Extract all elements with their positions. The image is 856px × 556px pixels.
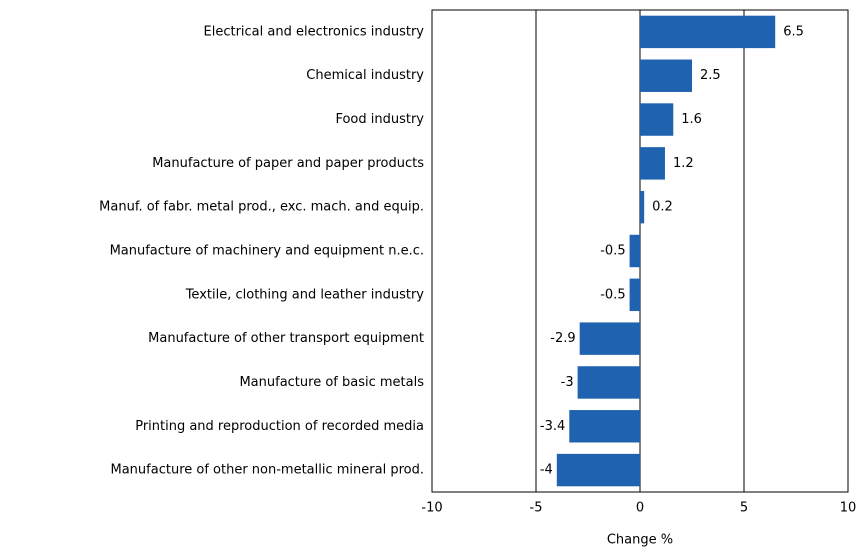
- value-label: -3.4: [540, 419, 565, 434]
- bar: [640, 147, 665, 180]
- value-label: -0.5: [600, 287, 625, 302]
- bar: [629, 278, 640, 312]
- value-label: 0.2: [652, 200, 673, 215]
- y-tick-label: Manufacture of other transport equipment: [148, 331, 424, 346]
- x-tick-label: 0: [636, 501, 644, 516]
- x-tick-label: 5: [740, 501, 748, 516]
- bar: [640, 15, 776, 49]
- x-tick-label: -10: [421, 501, 442, 516]
- y-tick-label: Manufacture of machinery and equipment n…: [110, 244, 424, 259]
- bar: [640, 103, 674, 136]
- y-tick-label: Printing and reproduction of recorded me…: [135, 419, 424, 434]
- y-tick-label: Manufacture of other non-metallic minera…: [111, 463, 425, 478]
- value-label: -3: [561, 375, 574, 390]
- bar: [629, 234, 640, 268]
- y-tick-label: Manufacture of basic metals: [239, 375, 424, 390]
- y-tick-label: Manuf. of fabr. metal prod., exc. mach. …: [99, 200, 424, 215]
- y-tick-label: Textile, clothing and leather industry: [185, 287, 425, 302]
- bar: [579, 322, 640, 355]
- x-tick-label: 10: [840, 501, 856, 516]
- value-label: 2.5: [700, 68, 721, 83]
- bar: [640, 59, 692, 92]
- x-axis-label: Change %: [607, 533, 673, 548]
- value-label: 1.6: [681, 112, 702, 127]
- bar: [577, 366, 640, 399]
- value-label: 1.2: [673, 156, 694, 171]
- value-label: -0.5: [600, 244, 625, 259]
- x-tick-label: -5: [530, 501, 543, 516]
- bar: [556, 453, 640, 487]
- bar: [640, 190, 645, 224]
- bar: [569, 410, 640, 443]
- value-label: 6.5: [783, 24, 804, 39]
- y-tick-label: Chemical industry: [306, 68, 424, 83]
- value-label: -4: [540, 463, 553, 478]
- y-tick-label: Manufacture of paper and paper products: [152, 156, 424, 171]
- value-label: -2.9: [550, 331, 575, 346]
- y-tick-label: Food industry: [335, 112, 424, 127]
- y-tick-label: Electrical and electronics industry: [204, 24, 425, 39]
